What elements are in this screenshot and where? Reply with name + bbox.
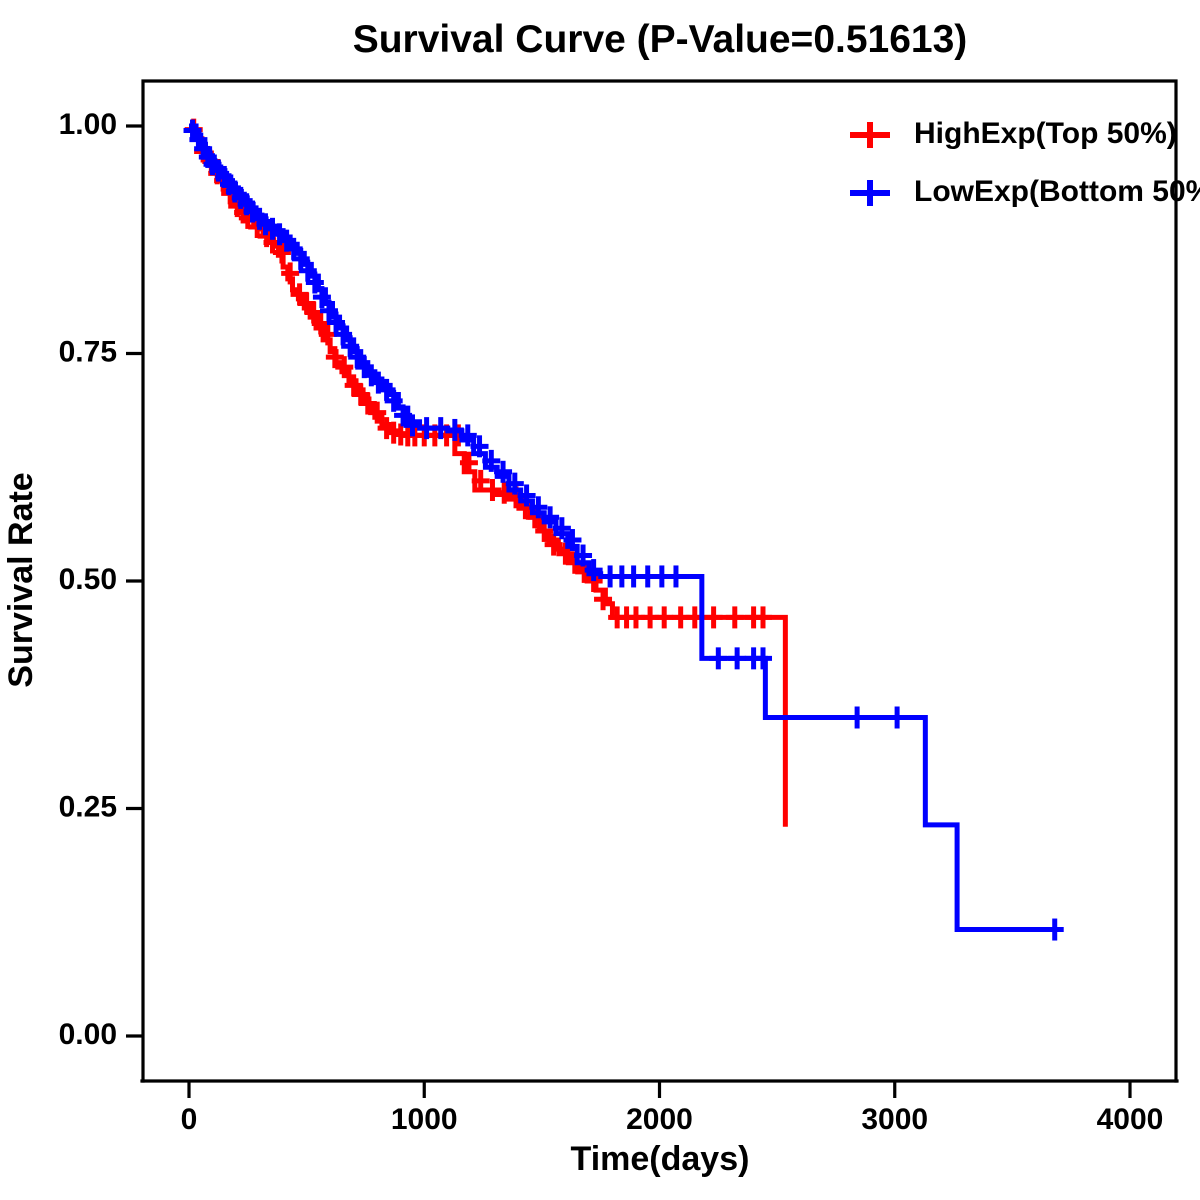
- legend-label: HighExp(Top 50%): [914, 117, 1177, 150]
- x-axis-title: Time(days): [571, 1140, 750, 1178]
- x-axis-ticks: 0 1000 2000 3000 4000: [181, 1081, 1164, 1136]
- y-tick-label: 0.00: [59, 1018, 117, 1051]
- legend-entry[interactable]: LowExp(Bottom 50%): [850, 175, 1200, 208]
- x-tick-label: 1000: [391, 1103, 458, 1136]
- y-axis-ticks: 0.00 0.25 0.50 0.75 1.00: [59, 108, 143, 1051]
- x-tick-label: 4000: [1097, 1103, 1164, 1136]
- y-axis-title: Survival Rate: [2, 472, 40, 687]
- chart-title: Survival Curve (P-Value=0.51613): [353, 18, 968, 61]
- x-tick-label: 0: [181, 1103, 198, 1136]
- x-tick-label: 3000: [861, 1103, 928, 1136]
- survival-series: [183, 119, 1064, 941]
- x-tick-label: 2000: [626, 1103, 693, 1136]
- y-tick-label: 1.00: [59, 108, 117, 141]
- series-layer: [183, 118, 1064, 941]
- y-tick-label: 0.25: [59, 790, 117, 823]
- y-tick-label: 0.75: [59, 335, 117, 368]
- y-tick-label: 0.50: [59, 563, 117, 596]
- legend-entry[interactable]: HighExp(Top 50%): [850, 117, 1177, 150]
- legend-label: LowExp(Bottom 50%): [914, 175, 1200, 208]
- chart-legend: HighExp(Top 50%) LowExp(Bottom 50%): [850, 117, 1200, 208]
